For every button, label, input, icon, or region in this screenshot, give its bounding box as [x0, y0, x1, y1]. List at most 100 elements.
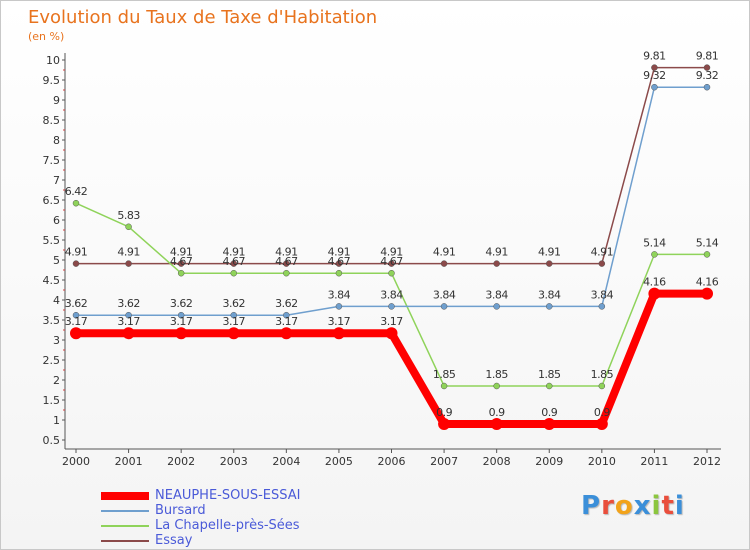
data-label: 5.14: [643, 236, 666, 249]
data-point: [388, 269, 395, 277]
data-label: 4.67: [223, 255, 246, 268]
data-label: 3.84: [591, 288, 614, 301]
x-tick-label: 2000: [62, 455, 90, 468]
data-label: 9.32: [643, 69, 666, 82]
data-label: 4.91: [591, 246, 614, 259]
y-tick-label: 1.5: [43, 394, 61, 407]
data-label: 3.17: [380, 315, 403, 328]
y-tick-label: 6.5: [43, 194, 61, 207]
data-label: 3.84: [433, 288, 456, 301]
data-label: 4.91: [117, 246, 140, 259]
data-label: 3.62: [275, 297, 298, 310]
data-label: 4.91: [170, 246, 193, 259]
data-point: [230, 269, 237, 277]
data-label: 0.9: [541, 406, 557, 419]
legend-item-neauphe: NEAUPHE-SOUS-ESSAI: [101, 488, 301, 503]
logo-letter: x: [633, 491, 652, 521]
logo-letter: o: [614, 491, 634, 521]
data-label: 3.17: [328, 315, 351, 328]
data-point: [651, 83, 658, 91]
data-point: [335, 303, 343, 310]
data-point: [125, 260, 132, 267]
data-point: [440, 260, 448, 267]
data-point: [703, 251, 711, 258]
data-point: [595, 418, 608, 430]
data-point: [385, 327, 398, 340]
series-line-3: [76, 66, 707, 265]
data-label: 4.67: [380, 255, 403, 268]
data-label: 4.67: [275, 255, 298, 268]
data-label: 6.42: [65, 185, 88, 198]
data-label: 3.62: [117, 297, 140, 310]
data-label: 5.83: [117, 209, 140, 222]
logo-letter: r: [601, 491, 615, 521]
data-point: [72, 199, 80, 207]
x-tick-label: 2005: [325, 455, 353, 468]
y-tick-label: 7.5: [43, 154, 61, 167]
data-label: 0.9: [594, 406, 610, 419]
data-point: [440, 382, 448, 390]
legend-label: Essay: [155, 533, 193, 548]
data-point: [70, 327, 82, 340]
x-tick-label: 2006: [378, 455, 406, 468]
data-point: [493, 382, 500, 390]
legend-item-essay: Essay: [101, 533, 301, 548]
y-tick-label: 3: [53, 334, 60, 347]
data-point: [543, 418, 556, 430]
data-point: [283, 269, 290, 277]
x-tick-label: 2002: [167, 455, 195, 468]
data-label: 9.81: [696, 50, 719, 63]
data-point: [546, 260, 553, 267]
data-point: [125, 223, 132, 231]
data-point: [125, 311, 132, 319]
data-label: 3.84: [328, 288, 351, 301]
data-label: 1.85: [485, 368, 508, 381]
data-label: 1.85: [538, 368, 561, 381]
data-label: 4.91: [275, 246, 298, 259]
data-point: [72, 311, 80, 319]
logo-letter: t: [661, 491, 675, 521]
data-label: 3.62: [170, 297, 193, 310]
y-tick-label: 4: [53, 294, 60, 307]
data-point: [230, 311, 237, 319]
y-tick-label: 3.5: [43, 314, 61, 327]
y-tick-label: 5: [53, 254, 60, 267]
data-point: [388, 303, 395, 310]
legend-label: Bursard: [155, 503, 206, 518]
data-label: 9.81: [643, 50, 666, 63]
data-label: 4.67: [328, 255, 351, 268]
x-tick-label: 2008: [483, 455, 511, 468]
data-point: [177, 311, 185, 319]
data-point: [598, 303, 606, 310]
y-tick-label: 9.5: [43, 74, 61, 87]
data-point: [438, 418, 451, 430]
data-point: [177, 260, 185, 267]
data-label: 3.62: [223, 297, 246, 310]
data-label: 4.91: [485, 246, 508, 259]
data-label: 1.85: [433, 368, 456, 381]
data-label: 9.32: [696, 69, 719, 82]
data-label: 4.91: [328, 246, 351, 259]
data-label: 4.91: [433, 246, 456, 259]
x-tick-label: 2009: [535, 455, 563, 468]
y-tick-label: 7: [53, 174, 60, 187]
data-point: [703, 83, 711, 91]
logo-letter: P: [581, 491, 602, 521]
data-point: [230, 260, 237, 267]
y-tick-label: 10: [46, 54, 60, 67]
x-tick-label: 2001: [115, 455, 143, 468]
data-point: [335, 269, 343, 277]
x-tick-label: 2003: [220, 455, 248, 468]
legend-label: NEAUPHE-SOUS-ESSAI: [155, 488, 301, 503]
logo-letter: i: [674, 491, 685, 521]
legend-item-la-chapelle: La Chapelle-près-Sées: [101, 518, 301, 533]
data-point: [283, 260, 290, 267]
data-label: 3.84: [538, 288, 561, 301]
data-label: 3.84: [485, 288, 508, 301]
y-tick-label: 8.5: [43, 114, 61, 127]
legend-swatch: [101, 539, 149, 542]
data-point: [227, 327, 240, 340]
data-point: [122, 327, 135, 340]
data-label: 1.85: [591, 368, 614, 381]
